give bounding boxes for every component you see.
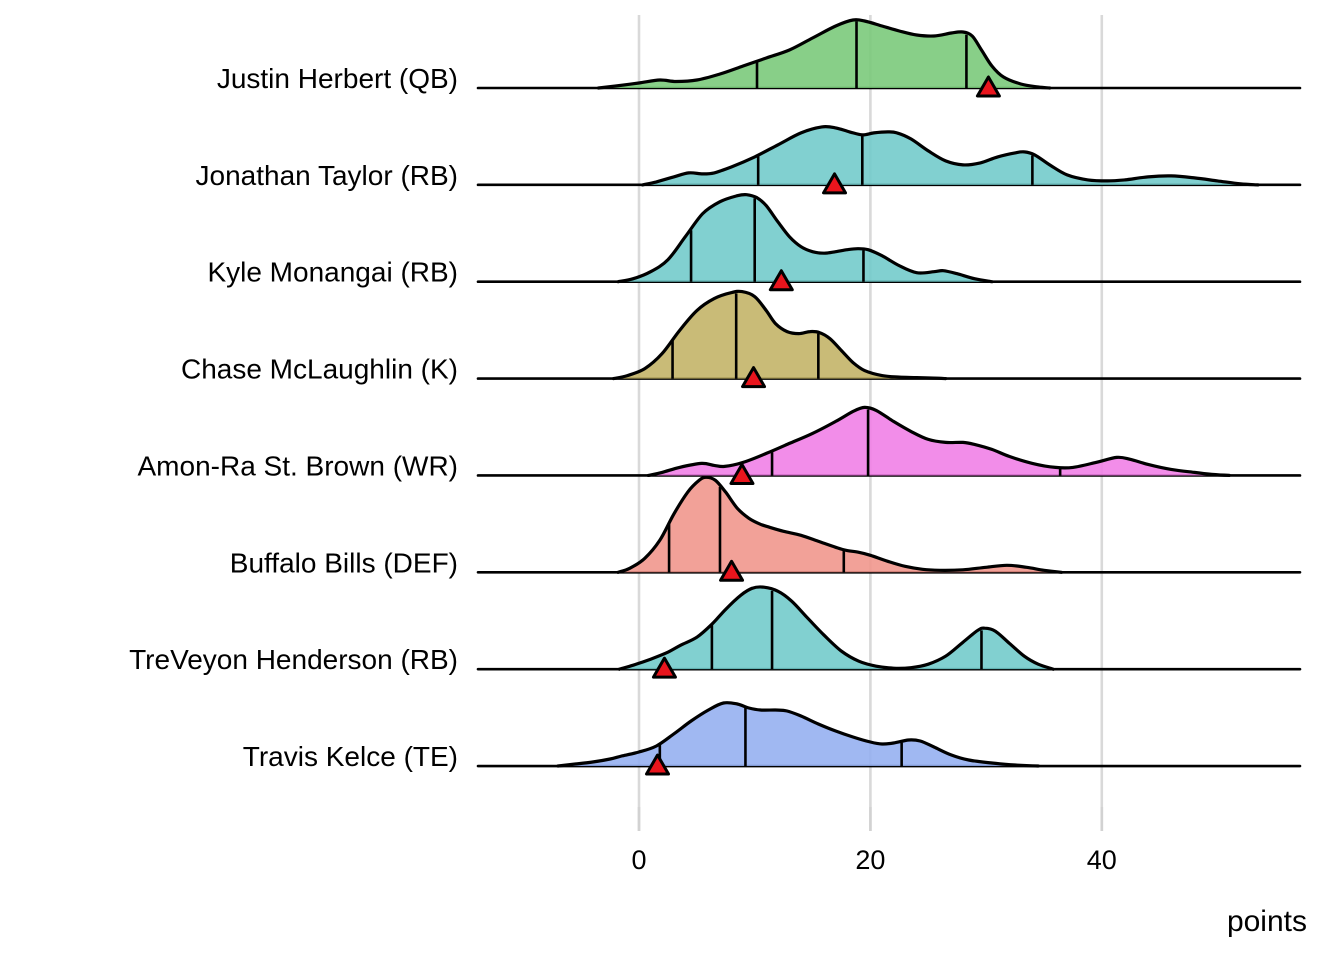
- row-label: TreVeyon Henderson (RB): [129, 644, 458, 675]
- density-outline: [646, 405, 1231, 477]
- density-area: [598, 19, 1050, 88]
- row-label: Travis Kelce (TE): [243, 741, 458, 772]
- actual-points-marker: [975, 75, 1001, 98]
- row-label: Buffalo Bills (DEF): [230, 547, 458, 578]
- density-outline: [596, 18, 1052, 90]
- density-area: [613, 291, 946, 379]
- actual-points-marker: [719, 559, 745, 582]
- row-label: Justin Herbert (QB): [217, 63, 458, 94]
- row-label: Jonathan Taylor (RB): [196, 160, 459, 191]
- density-outline: [617, 585, 1055, 671]
- row-label: Kyle Monangai (RB): [207, 257, 458, 288]
- density-outline: [640, 124, 1260, 187]
- x-tick-label: 40: [1087, 845, 1117, 875]
- x-tick-label: 20: [855, 845, 885, 875]
- density-area: [618, 194, 992, 282]
- density-outline: [611, 289, 948, 381]
- density-area: [648, 407, 1230, 476]
- actual-points-marker: [822, 172, 848, 195]
- actual-points-marker: [645, 753, 671, 776]
- actual-points-marker: [741, 366, 767, 389]
- density-outline: [616, 192, 994, 284]
- density-outline: [556, 701, 1040, 768]
- row-label: Chase McLaughlin (K): [181, 354, 458, 385]
- actual-points-marker: [768, 269, 794, 292]
- row-label: Amon-Ra St. Brown (WR): [138, 450, 459, 481]
- x-tick-label: 0: [631, 845, 646, 875]
- density-outline: [616, 475, 1063, 574]
- density-area: [558, 702, 1039, 767]
- density-area: [642, 126, 1258, 185]
- actual-points-marker: [651, 656, 677, 679]
- density-area: [618, 477, 1062, 573]
- actual-points-marker: [729, 462, 755, 485]
- x-axis-label: points: [1227, 905, 1307, 938]
